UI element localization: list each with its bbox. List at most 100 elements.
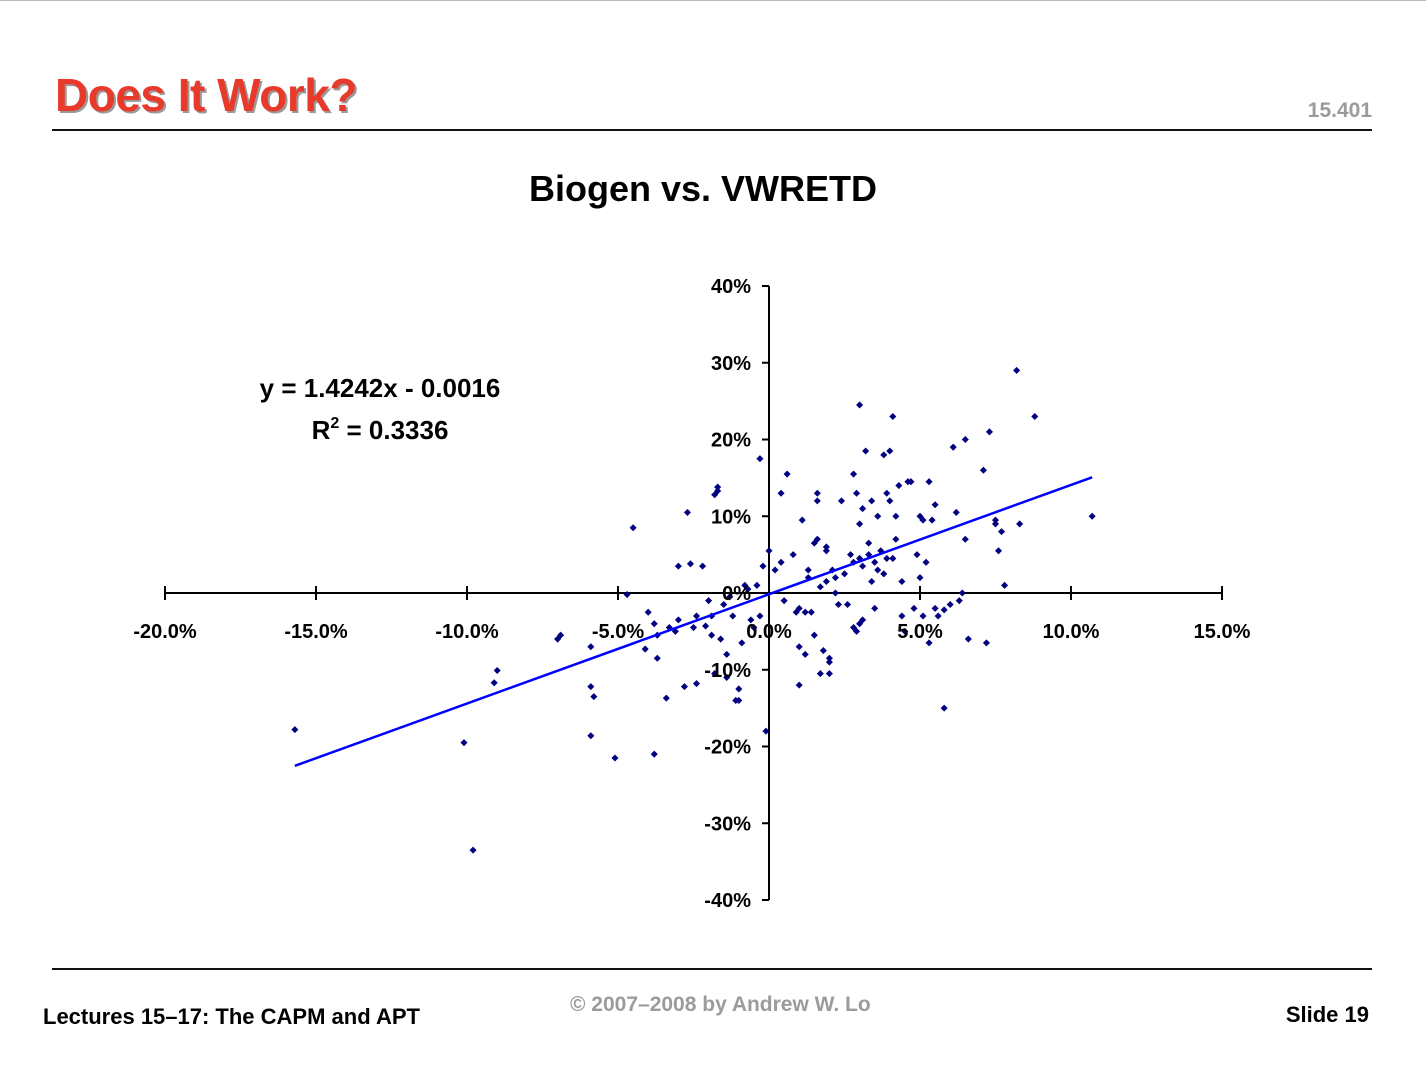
data-point [735, 685, 743, 693]
data-point [762, 727, 770, 735]
regression-trendline [294, 476, 1093, 768]
data-point [819, 647, 827, 655]
data-point [994, 547, 1003, 555]
x-tick-label: 0.0% [746, 621, 792, 643]
data-point [856, 520, 864, 528]
x-tick-label: 10.0% [1043, 621, 1100, 643]
data-point [611, 754, 619, 762]
data-point [699, 562, 707, 570]
data-point [895, 482, 903, 490]
slide-title: Does It Work? [55, 69, 357, 121]
data-point [587, 732, 595, 740]
data-point [291, 726, 299, 734]
data-point [934, 612, 942, 620]
y-tick-label: -30% [704, 813, 751, 835]
data-point [629, 524, 637, 532]
top-border [0, 0, 1426, 1]
data-point [961, 435, 969, 444]
data-point [871, 604, 879, 612]
data-point [816, 670, 824, 678]
data-point [714, 487, 722, 495]
data-point [650, 750, 658, 758]
data-point [813, 497, 821, 505]
data-point [723, 650, 731, 658]
data-point [705, 597, 713, 605]
data-point [723, 673, 731, 681]
data-point [680, 683, 688, 691]
data-point [843, 600, 852, 609]
y-tick-label: 40% [711, 276, 751, 298]
regression-equation: y = 1.4242x - 0.0016 [260, 373, 501, 403]
x-tick-label: -5.0% [592, 621, 644, 643]
r-squared-value: = 0.3336 [339, 415, 448, 445]
data-point [955, 597, 963, 605]
data-point [795, 681, 803, 689]
data-point [780, 597, 788, 605]
data-point [798, 516, 806, 524]
data-point [952, 508, 960, 516]
data-point [862, 447, 870, 455]
data-point [1088, 512, 1096, 520]
data-point [807, 608, 815, 616]
data-point [816, 583, 824, 591]
footer-slide-number: Slide 19 [1285, 1002, 1369, 1027]
data-point [590, 693, 598, 701]
data-point [913, 551, 921, 559]
data-point [958, 589, 966, 597]
data-point [1031, 412, 1039, 421]
course-number: 15.401 [1307, 99, 1372, 122]
data-point [587, 643, 595, 651]
data-point [708, 631, 716, 639]
data-point [674, 616, 682, 624]
trendline-layer [294, 476, 1093, 768]
data-point [557, 631, 565, 639]
data-point [831, 589, 839, 597]
data-point [853, 489, 861, 497]
data-point [922, 558, 930, 566]
data-point [898, 577, 906, 586]
data-point [1013, 366, 1021, 374]
data-point [689, 624, 698, 632]
data-point [840, 570, 849, 578]
data-point [750, 624, 758, 632]
data-point [931, 501, 939, 509]
data-point [813, 535, 821, 543]
x-tick-label: -10.0% [435, 621, 499, 643]
y-tick-label: -40% [704, 890, 751, 912]
data-point [892, 512, 900, 520]
data-point [692, 612, 701, 620]
data-point [813, 489, 821, 497]
data-point [683, 508, 691, 516]
data-point [880, 451, 888, 459]
data-point [919, 516, 927, 524]
data-point [756, 455, 764, 463]
data-point [587, 683, 595, 691]
data-point [623, 590, 631, 599]
footer-copyright: © 2007–2008 by Andrew W. Lo [570, 993, 871, 1016]
data-point [747, 616, 755, 624]
data-point [825, 670, 833, 678]
data-point [919, 612, 927, 620]
data-point [692, 680, 701, 688]
r-squared-prefix: R [312, 415, 331, 445]
data-point [738, 639, 746, 647]
data-point [998, 528, 1006, 536]
data-point [940, 704, 948, 712]
data-point [789, 551, 797, 559]
data-point [865, 539, 873, 547]
data-point [825, 654, 833, 662]
data-point [949, 443, 957, 451]
data-point [735, 696, 743, 704]
data-point [859, 616, 867, 624]
data-point [892, 535, 900, 543]
footer-lecture-title: Lectures 15–17: The CAPM and APT [43, 1004, 420, 1029]
data-point [853, 627, 861, 635]
data-point [777, 558, 785, 566]
data-point [964, 635, 972, 643]
x-tick-label: -20.0% [133, 621, 197, 643]
data-point [1001, 581, 1009, 589]
data-point [931, 604, 939, 612]
data-point [729, 612, 737, 620]
data-point [961, 535, 969, 543]
